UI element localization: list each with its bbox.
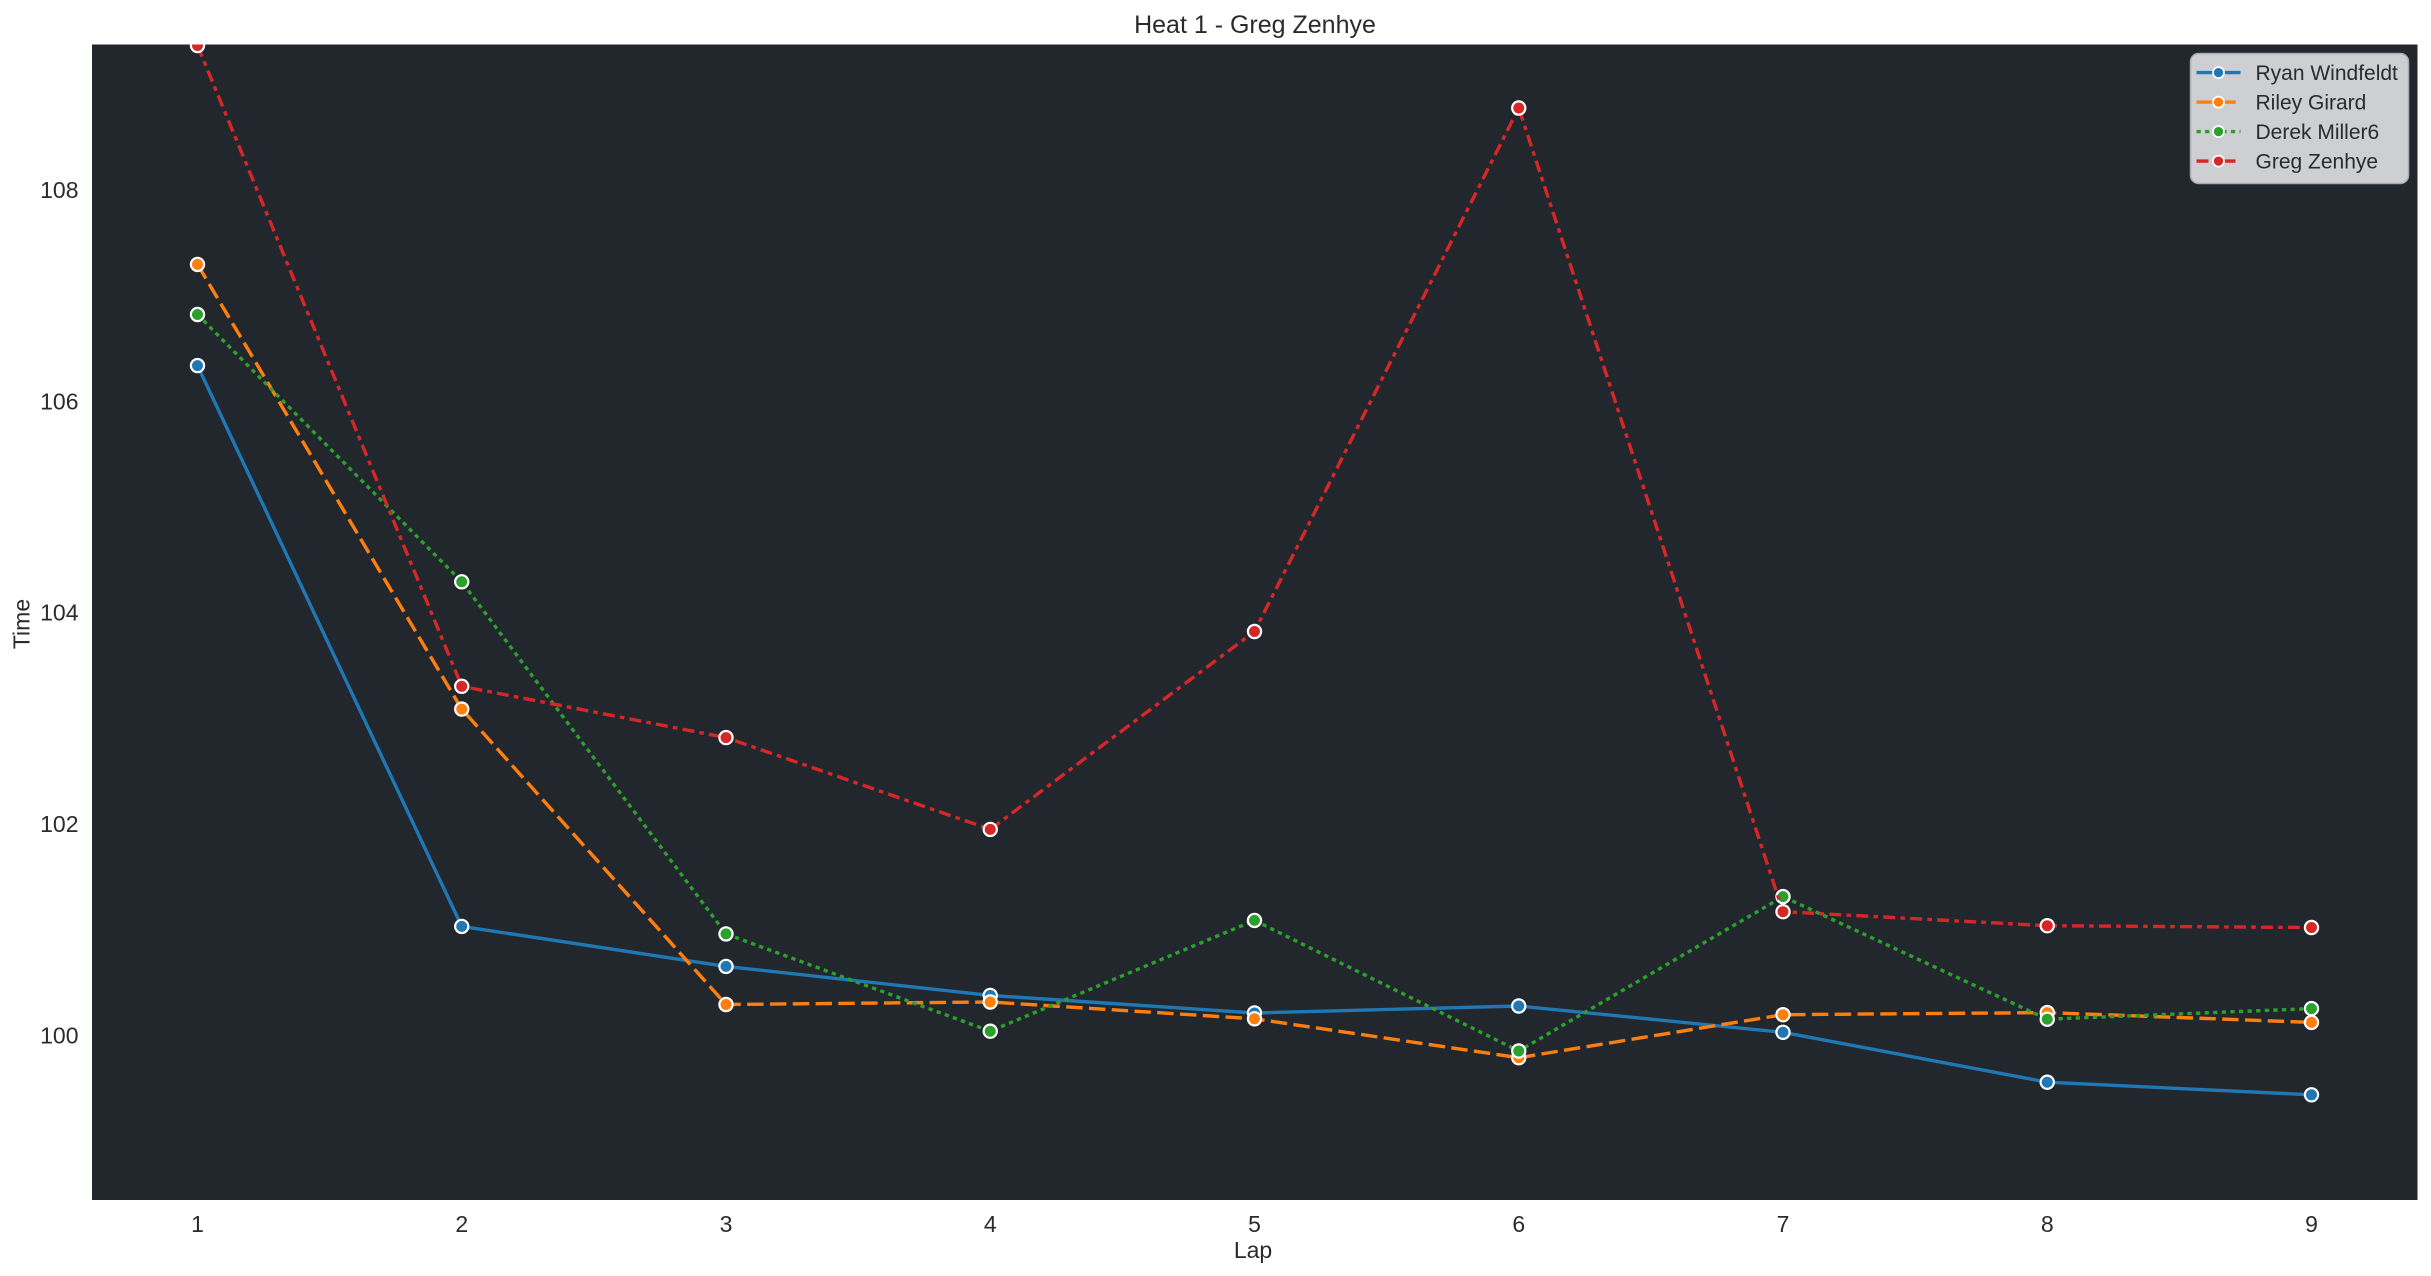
svg-text:100: 100 — [40, 1023, 78, 1049]
svg-text:3: 3 — [720, 1211, 733, 1237]
svg-text:102: 102 — [40, 811, 78, 837]
svg-text:9: 9 — [2305, 1211, 2318, 1237]
svg-text:Riley Girard: Riley Girard — [2256, 92, 2367, 115]
svg-text:2: 2 — [455, 1211, 468, 1237]
svg-text:Time: Time — [9, 599, 35, 649]
svg-text:Derek Miller6: Derek Miller6 — [2256, 121, 2380, 144]
svg-text:Ryan Windfeldt: Ryan Windfeldt — [2256, 62, 2399, 85]
svg-text:108: 108 — [40, 177, 78, 203]
svg-text:6: 6 — [1512, 1211, 1525, 1237]
svg-text:7: 7 — [1777, 1211, 1790, 1237]
svg-text:104: 104 — [40, 600, 79, 626]
svg-text:Heat 1 - Greg Zenhye: Heat 1 - Greg Zenhye — [1134, 11, 1376, 39]
svg-text:Lap: Lap — [1234, 1237, 1272, 1263]
svg-text:1: 1 — [191, 1211, 204, 1237]
svg-text:5: 5 — [1248, 1211, 1261, 1237]
svg-text:4: 4 — [984, 1211, 997, 1237]
svg-text:8: 8 — [2041, 1211, 2054, 1237]
svg-text:Greg Zenhye: Greg Zenhye — [2256, 151, 2379, 174]
svg-text:106: 106 — [40, 388, 78, 414]
